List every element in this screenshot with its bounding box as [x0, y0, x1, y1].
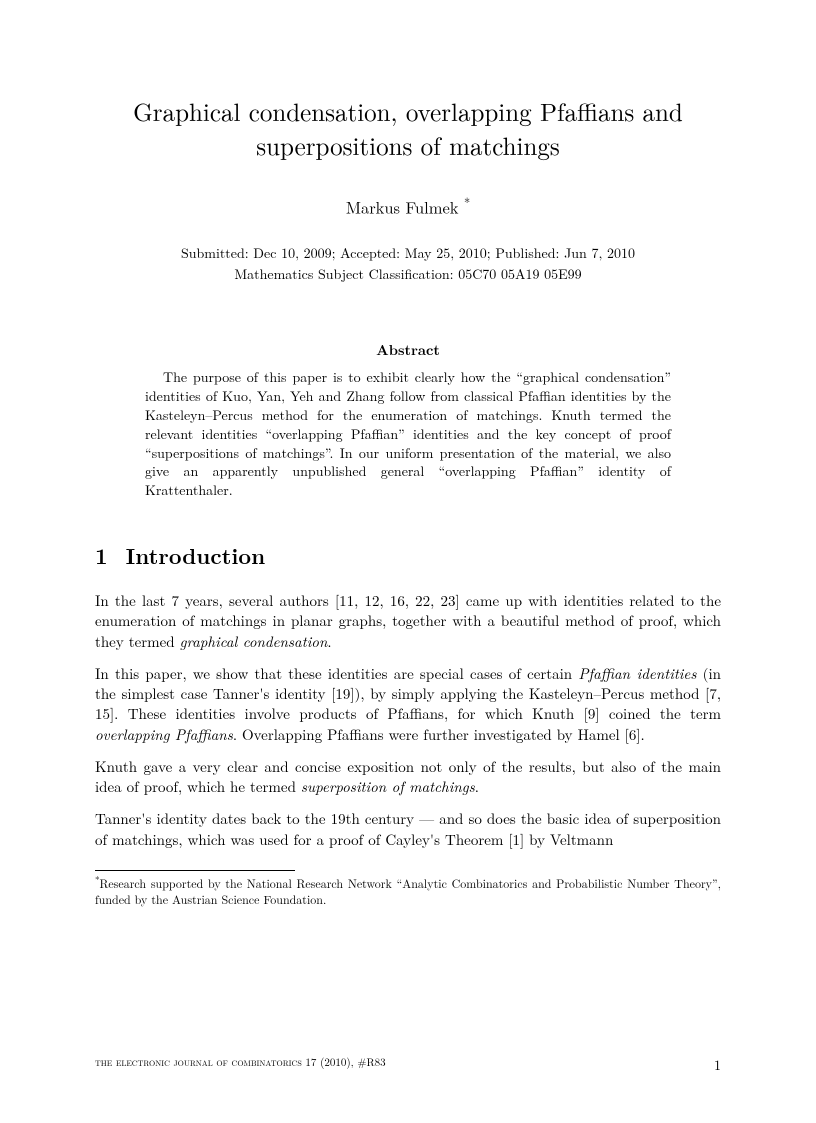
- page: Graphical condensation, overlapping Pfaf…: [0, 0, 816, 1123]
- paragraph-4: Tanner's identity dates back to the 19th…: [95, 809, 721, 850]
- paragraph-3: Knuth gave a very clear and concise expo…: [95, 757, 721, 798]
- paper-title: Graphical condensation, overlapping Pfaf…: [95, 95, 721, 163]
- title-line-1: Graphical condensation, overlapping Pfaf…: [133, 94, 683, 129]
- dates-block: Submitted: Dec 10, 2009; Accepted: May 2…: [95, 243, 721, 285]
- p4-text: Tanner's identity dates back to the 19th…: [95, 808, 721, 849]
- footnote-rule: [95, 870, 295, 871]
- paragraph-2: In this paper, we show that these identi…: [95, 664, 721, 745]
- footer-page-number: 1: [714, 1055, 721, 1075]
- title-line-2: superpositions of matchings: [256, 128, 559, 163]
- p1-text-b: .: [327, 631, 331, 652]
- abstract-body: The purpose of this paper is to exhibit …: [145, 368, 671, 500]
- p2-text-a: In this paper, we show that these identi…: [95, 663, 578, 684]
- p2-text-c: . Overlapping Pfaffians were further inv…: [233, 724, 645, 745]
- p1-ital: graphical condensation: [180, 631, 328, 652]
- submission-line: Submitted: Dec 10, 2009; Accepted: May 2…: [181, 243, 635, 263]
- p2-ital-1: Pfaffian identities: [578, 663, 696, 684]
- abstract-heading: Abstract: [95, 340, 721, 360]
- p3-ital: superposition of matchings: [301, 776, 475, 797]
- footnote-text: Research supported by the National Resea…: [95, 875, 721, 908]
- msc-line: Mathematics Subject Classification: 05C7…: [234, 264, 581, 284]
- abstract-text: The purpose of this paper is to exhibit …: [145, 367, 671, 500]
- section-title: Introduction: [126, 540, 265, 571]
- p2-ital-2: overlapping Pfaffians: [95, 724, 233, 745]
- section-1-heading: 1 Introduction: [95, 540, 721, 571]
- footer-journal: the electronic journal of combinatorics …: [95, 1055, 386, 1075]
- author-name: Markus Fulmek: [346, 194, 459, 218]
- author-affil-mark: *: [464, 193, 470, 211]
- p3-text-b: .: [475, 776, 479, 797]
- footer: the electronic journal of combinatorics …: [95, 1055, 721, 1075]
- section-number: 1: [95, 540, 108, 571]
- author-block: Markus Fulmek *: [95, 193, 721, 219]
- footnote: *Research supported by the National Rese…: [95, 874, 721, 908]
- paragraph-1: In the last 7 years, several authors [11…: [95, 591, 721, 652]
